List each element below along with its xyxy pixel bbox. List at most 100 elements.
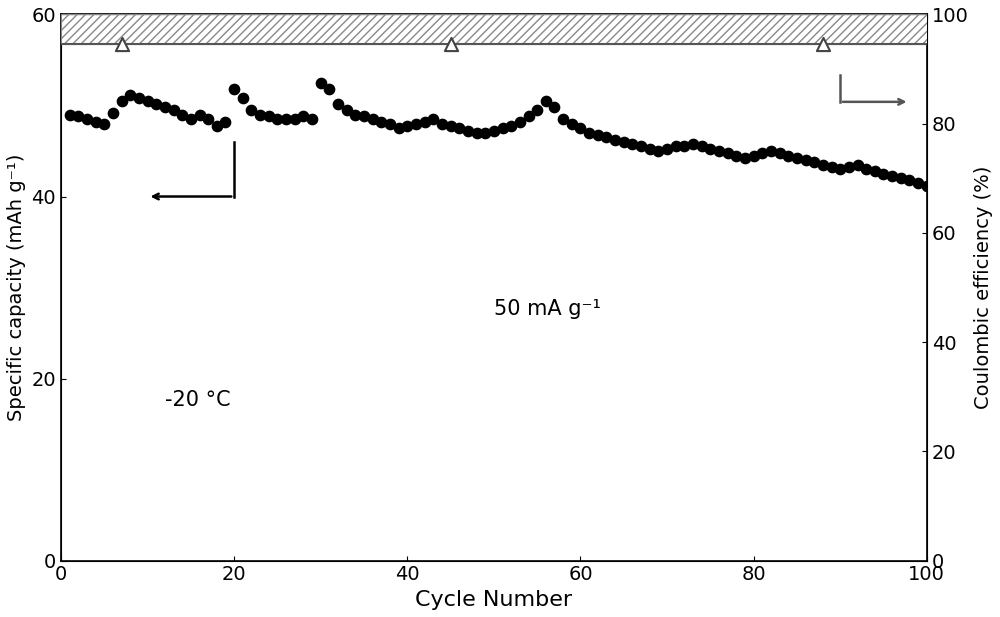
Point (702, 144, 718, 154)
Point (96, 118, 112, 128)
Point (815, 39, 831, 49)
Point (226, 84, 242, 94)
Point (659, 144, 675, 154)
Point (798, 155, 814, 165)
Point (789, 154, 805, 164)
Point (304, 114, 320, 124)
Point (347, 110, 363, 120)
Point (373, 117, 389, 127)
Point (901, 175, 917, 185)
Point (356, 112, 372, 122)
Y-axis label: Coulombic efficiency (%): Coulombic efficiency (%) (974, 166, 993, 409)
Point (166, 105, 182, 115)
Point (174, 110, 190, 120)
Y-axis label: Specific capacity (mAh g⁻¹): Specific capacity (mAh g⁻¹) (7, 154, 26, 421)
Point (278, 114, 294, 124)
Point (183, 114, 199, 124)
Point (780, 151, 796, 160)
Point (564, 118, 580, 128)
Point (417, 117, 433, 127)
Point (676, 141, 692, 151)
Point (711, 146, 727, 156)
Point (339, 105, 355, 115)
Point (919, 181, 935, 191)
Point (495, 123, 511, 133)
Point (772, 148, 788, 158)
Point (434, 118, 450, 128)
Point (460, 126, 476, 136)
Point (503, 120, 519, 130)
Point (841, 162, 857, 172)
Point (806, 157, 822, 167)
Point (261, 112, 277, 122)
Point (607, 135, 623, 145)
Point (529, 105, 545, 115)
Point (269, 114, 285, 124)
Point (546, 102, 562, 112)
Text: -20 °C: -20 °C (165, 390, 231, 410)
Point (148, 99, 164, 109)
Point (832, 164, 848, 174)
Point (469, 128, 485, 138)
Point (850, 160, 866, 170)
Point (443, 39, 459, 49)
X-axis label: Cycle Number: Cycle Number (415, 590, 572, 610)
Point (910, 178, 926, 188)
Point (131, 93, 147, 103)
Point (209, 120, 225, 130)
Point (875, 169, 891, 179)
Point (70, 112, 86, 122)
Point (477, 128, 493, 138)
Point (486, 126, 502, 136)
Point (737, 154, 753, 164)
Point (391, 123, 407, 133)
Point (642, 144, 658, 154)
Point (365, 114, 381, 124)
Point (746, 151, 762, 160)
Point (754, 148, 770, 158)
Point (330, 99, 346, 109)
Point (521, 112, 537, 122)
Point (538, 96, 554, 106)
Point (243, 105, 259, 115)
Point (79, 114, 95, 124)
Point (321, 84, 337, 94)
Point (313, 78, 329, 88)
Point (824, 162, 840, 172)
Point (114, 96, 130, 106)
Point (815, 160, 831, 170)
Point (105, 108, 121, 118)
Point (884, 172, 900, 181)
Point (720, 148, 736, 158)
Point (200, 114, 216, 124)
Point (650, 146, 666, 156)
Point (382, 118, 398, 128)
Point (425, 114, 441, 124)
Point (443, 120, 459, 130)
Point (408, 118, 424, 128)
Point (122, 89, 138, 99)
Point (295, 112, 311, 122)
Point (399, 120, 415, 130)
Point (581, 128, 597, 138)
Point (88, 117, 104, 127)
Point (572, 123, 588, 133)
Point (685, 139, 701, 149)
Point (694, 141, 710, 151)
Point (252, 110, 268, 120)
Point (633, 141, 649, 151)
Point (598, 133, 614, 143)
Point (512, 117, 528, 127)
Point (140, 96, 156, 106)
Point (616, 137, 632, 147)
Text: 50 mA g⁻¹: 50 mA g⁻¹ (494, 299, 601, 319)
Point (590, 130, 606, 139)
Point (451, 123, 467, 133)
Point (157, 102, 173, 112)
Point (858, 164, 874, 174)
Point (287, 114, 303, 124)
Point (763, 146, 779, 156)
Point (235, 93, 251, 103)
Point (192, 110, 208, 120)
Point (893, 173, 909, 183)
